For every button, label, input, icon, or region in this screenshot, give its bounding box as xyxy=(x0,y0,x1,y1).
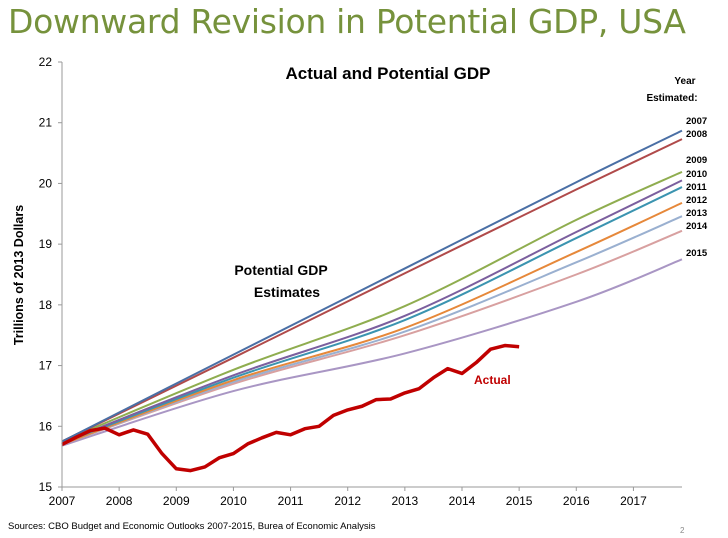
x-tick-label: 2009 xyxy=(163,494,190,508)
x-tick-label: 2007 xyxy=(49,494,76,508)
page-number: 2 xyxy=(680,526,685,535)
series-line-Actual xyxy=(61,343,520,473)
x-tick-label: 2013 xyxy=(392,494,419,508)
series-line-2010 xyxy=(61,179,683,444)
x-tick-label: 2010 xyxy=(220,494,247,508)
x-tick-label: 2008 xyxy=(106,494,133,508)
series-label-2008: 2008 xyxy=(686,129,707,140)
series-label-Actual: Actual xyxy=(474,373,511,387)
y-tick-label: 16 xyxy=(39,419,53,433)
series-line-2015 xyxy=(61,258,683,447)
y-tick-label: 22 xyxy=(39,55,53,69)
y-tick-label: 18 xyxy=(39,298,53,312)
series-label-2014: 2014 xyxy=(686,221,708,232)
series-label-2007: 2007 xyxy=(686,116,707,127)
chart-title: Actual and Potential GDP xyxy=(286,64,491,83)
y-tick-label: 19 xyxy=(39,237,53,251)
x-tick-label: 2015 xyxy=(506,494,533,508)
series-label-2009: 2009 xyxy=(686,155,707,166)
legend-header-line-2: Estimated: xyxy=(646,93,697,104)
potential-gdp-annotation-line-2: Estimates xyxy=(254,284,320,300)
legend-header-line-1: Year xyxy=(674,76,695,87)
series-line-2008 xyxy=(61,138,683,443)
series-label-2010: 2010 xyxy=(686,169,707,180)
x-tick-label: 2014 xyxy=(449,494,476,508)
slide-title: Downward Revision in Potential GDP, USA xyxy=(8,2,686,41)
x-tick-label: 2012 xyxy=(334,494,361,508)
series-label-2011: 2011 xyxy=(686,182,707,193)
series-line-2013 xyxy=(61,215,683,446)
sources-note: Sources: CBO Budget and Economic Outlook… xyxy=(8,521,376,532)
series-line-2007 xyxy=(61,129,683,443)
y-tick-label: 15 xyxy=(39,480,53,494)
x-tick-label: 2016 xyxy=(563,494,590,508)
x-tick-label: 2017 xyxy=(620,494,647,508)
y-tick-label: 17 xyxy=(39,359,53,373)
series-line-2009 xyxy=(61,170,683,443)
y-axis-label: Trillions of 2013 Dollars xyxy=(12,205,26,345)
series-line-2011 xyxy=(61,186,683,445)
series-label-2013: 2013 xyxy=(686,208,707,219)
series-label-2012: 2012 xyxy=(686,195,707,206)
series-label-2015: 2015 xyxy=(686,248,708,259)
series-line-2012 xyxy=(61,201,683,446)
y-tick-label: 20 xyxy=(39,176,53,190)
potential-gdp-annotation-line-1: Potential GDP xyxy=(234,262,327,278)
x-tick-label: 2011 xyxy=(278,494,304,508)
series-line-2014 xyxy=(61,229,683,446)
y-tick-label: 21 xyxy=(39,116,53,130)
